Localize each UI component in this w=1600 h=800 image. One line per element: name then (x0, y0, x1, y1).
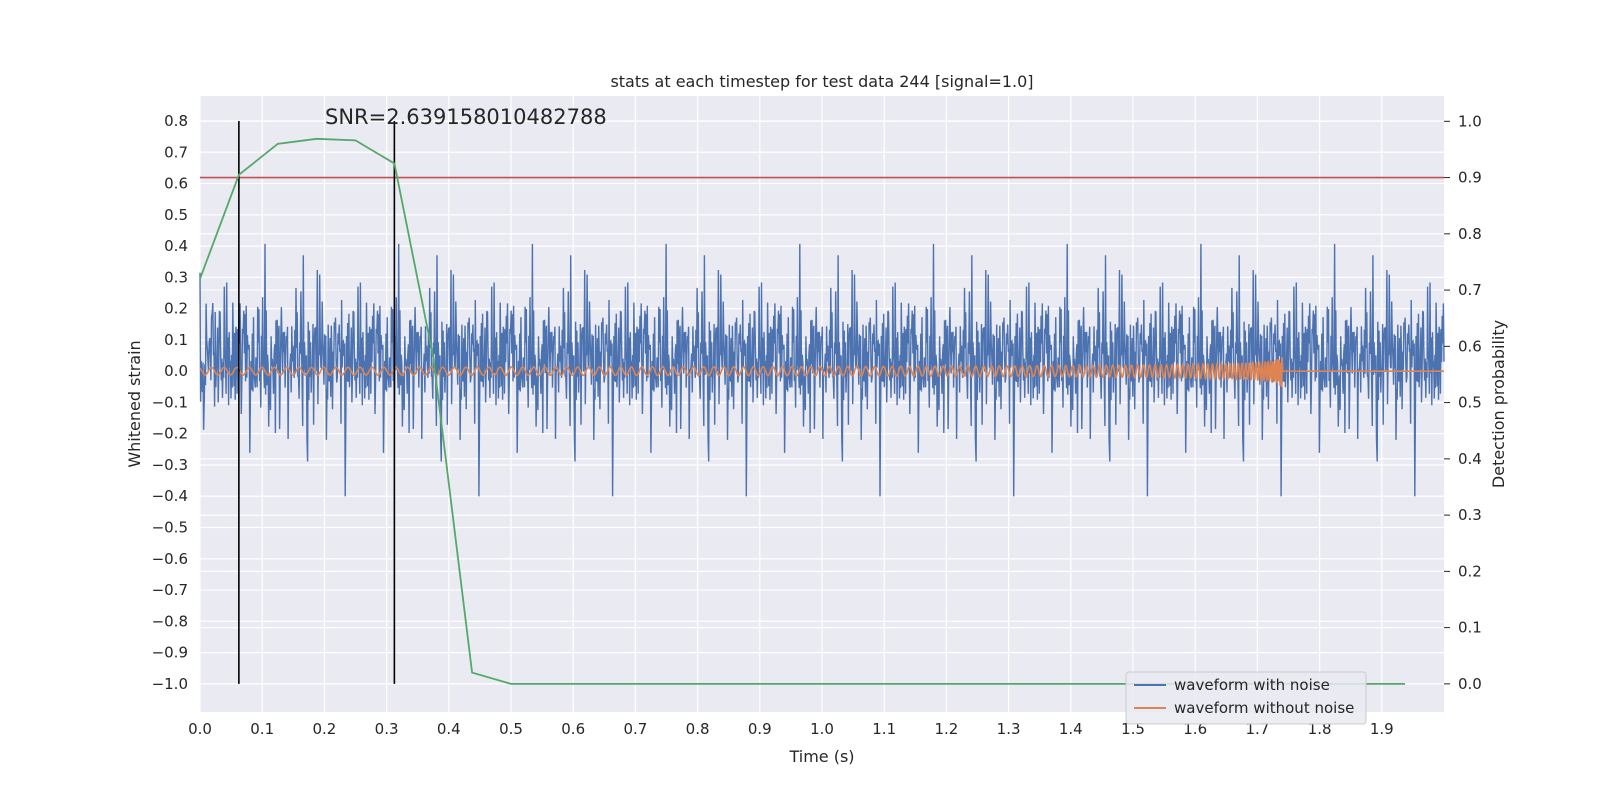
y-right-axis-label: Detection probability (1489, 320, 1508, 488)
y-tick-label: 0.6 (164, 175, 188, 193)
x-tick-label: 0.1 (250, 720, 274, 738)
x-tick-label: 0.4 (437, 720, 461, 738)
y-tick-label: 0.8 (164, 112, 188, 130)
snr-annotation: SNR=2.639158010482788 (325, 105, 607, 129)
x-tick-label: 1.9 (1370, 720, 1394, 738)
y-tick-label: −0.6 (152, 550, 188, 568)
x-tick-label: 0.5 (499, 720, 523, 738)
y-right-axis-ticks: 1.0 0.9 0.8 0.7 0.6 0.5 0.4 0.3 0.2 0.1 0.0 (1444, 112, 1482, 693)
y-right-tick-label: 0.7 (1458, 281, 1482, 299)
x-tick-label: 0.3 (375, 720, 399, 738)
series-waveform-without-noise (199, 357, 1444, 388)
y-tick-label: −0.3 (152, 456, 188, 474)
y-tick-label: −0.9 (152, 644, 188, 662)
y-tick-label: −0.2 (152, 425, 188, 443)
y-right-tick-label: 0.8 (1458, 225, 1482, 243)
y-right-tick-label: 0.0 (1458, 675, 1482, 693)
y-tick-label: −0.8 (152, 612, 188, 630)
y-tick-label: −0.1 (152, 393, 188, 411)
y-tick-label: 0.0 (164, 362, 188, 380)
legend-box (1125, 671, 1367, 725)
legend-label-noise: waveform with noise (1174, 676, 1330, 694)
x-tick-label: 1.4 (1059, 720, 1083, 738)
x-tick-label: 0.8 (686, 720, 710, 738)
chart-title: stats at each timestep for test data 244… (610, 72, 1033, 91)
x-axis-label: Time (s) (788, 747, 854, 766)
y-tick-label: −0.5 (152, 519, 188, 537)
x-tick-label: 1.3 (997, 720, 1021, 738)
y-right-tick-label: 0.4 (1458, 450, 1482, 468)
y-tick-label: 0.7 (164, 143, 188, 161)
x-tick-label: 1.2 (934, 720, 958, 738)
clean-line (199, 357, 1444, 388)
x-tick-label: 0.2 (312, 720, 336, 738)
y-tick-label: 0.5 (164, 206, 188, 224)
y-right-tick-label: 1.0 (1458, 112, 1482, 130)
y-right-tick-label: 0.6 (1458, 337, 1482, 355)
y-right-tick-label: 0.9 (1458, 169, 1482, 187)
y-tick-label: 0.1 (164, 331, 188, 349)
y-tick-label: −1.0 (152, 675, 188, 693)
x-tick-label: 0.0 (188, 720, 212, 738)
noise-line (199, 243, 1445, 497)
y-tick-label: 0.3 (164, 268, 188, 286)
y-tick-label: 0.4 (164, 237, 188, 255)
series-waveform-with-noise (199, 243, 1445, 497)
grid (199, 96, 1444, 712)
y-right-tick-label: 0.5 (1458, 394, 1482, 412)
x-tick-label: 1.1 (872, 720, 896, 738)
vertical-markers (238, 121, 396, 684)
y-tick-label: 0.2 (164, 300, 188, 318)
y-right-tick-label: 0.1 (1458, 619, 1482, 637)
y-axis-label: Whitened strain (125, 340, 144, 467)
x-tick-label: 0.6 (561, 720, 585, 738)
y-right-tick-label: 0.3 (1458, 506, 1482, 524)
legend-label-clean: waveform without noise (1174, 699, 1354, 717)
x-tick-label: 0.9 (748, 720, 772, 738)
x-tick-label: 1.0 (810, 720, 834, 738)
y-tick-label: −0.4 (152, 487, 188, 505)
y-axis-ticks: 0.8 0.7 0.6 0.5 0.4 0.3 0.2 0.1 0.0 −0.1 −0.2 −0.3 −… (152, 112, 188, 693)
y-tick-label: −0.7 (152, 581, 188, 599)
x-axis-ticks: 0.0 0.1 0.2 0.3 0.4 0.5 0.6 0.7 0.8 0.9 1.0 1.1 1.2 1… (188, 720, 1394, 738)
legend: waveform with noise waveform without noi… (1125, 671, 1367, 725)
x-tick-label: 0.7 (623, 720, 647, 738)
y-right-tick-label: 0.2 (1458, 562, 1482, 580)
